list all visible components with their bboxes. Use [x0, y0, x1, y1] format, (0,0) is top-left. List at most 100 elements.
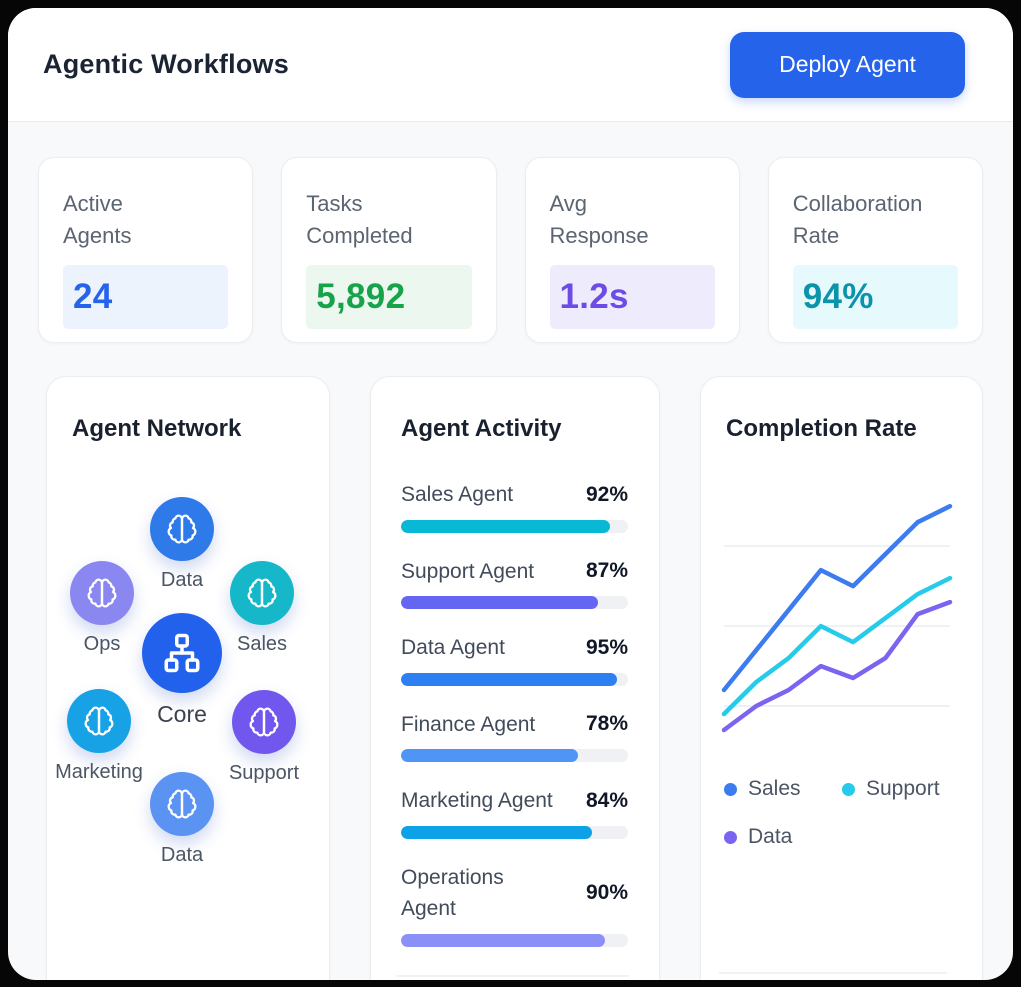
brain-icon — [167, 514, 197, 544]
stat-value: 24 — [73, 276, 113, 316]
stat-card-tasks-completed: Tasks Completed 5,892 — [281, 157, 497, 343]
progress-fill — [401, 519, 610, 533]
progress-fill — [401, 933, 606, 947]
activity-row-marketing-agent: Marketing Agent 84% — [401, 785, 628, 839]
stat-value-highlight: 5,892 — [306, 264, 472, 329]
agent-percentage: 92% — [585, 482, 628, 506]
activity-row-finance-agent: Finance Agent 78% — [401, 709, 628, 762]
agent-name: Sales Agent — [401, 483, 514, 506]
app-window: Agentic Workflows Deploy Agent Active Ag… — [8, 8, 1013, 980]
stat-card-active-agents: Active Agents 24 — [38, 157, 254, 343]
line-series-support — [721, 575, 953, 717]
network-node-support[interactable] — [232, 690, 296, 754]
line-series-sales — [721, 503, 953, 693]
stat-label: Avg Response — [549, 191, 649, 248]
agent-name: Data Agent — [401, 636, 505, 659]
agent-network-panel: Agent Network Data Ops Sales Core Marketing S… — [46, 376, 330, 980]
network-node-label: Ops — [83, 633, 121, 655]
brain-icon — [167, 789, 197, 819]
panel-divider — [396, 975, 629, 977]
brain-icon — [249, 707, 279, 737]
stat-value: 1.2s — [559, 276, 629, 316]
agent-activity-panel: Agent Activity Sales Agent 92% Support Age… — [370, 376, 660, 980]
stats-row: Active Agents 24 Tasks Completed 5,892 Avg R… — [8, 157, 1013, 343]
progress-track — [401, 825, 628, 839]
panel-divider — [719, 972, 947, 974]
activity-row-header: Marketing Agent 84% — [401, 785, 628, 817]
stat-value: 5,892 — [316, 276, 406, 316]
progress-fill — [401, 672, 617, 686]
header: Agentic Workflows Deploy Agent — [8, 8, 1013, 122]
network-node-sales[interactable] — [230, 561, 294, 625]
legend-label: Support — [866, 777, 940, 800]
agent-name: Marketing Agent — [401, 789, 553, 812]
activity-row-data-agent: Data Agent 95% — [401, 632, 628, 686]
stat-value: 94% — [802, 276, 874, 316]
deploy-agent-button[interactable]: Deploy Agent — [730, 31, 965, 98]
brain-icon — [84, 706, 114, 736]
completion-rate-panel: Completion Rate Sales Support Data — [700, 376, 983, 980]
agent-name: Finance Agent — [401, 712, 536, 736]
agent-activity-title: Agent Activity — [401, 415, 562, 442]
agent-name: Operations Agent — [401, 865, 504, 921]
legend-item-data: Data — [724, 825, 842, 849]
activity-row-sales-agent: Sales Agent 92% — [401, 479, 628, 533]
progress-track — [401, 749, 628, 762]
line-chart-svg — [721, 503, 953, 733]
agent-network-diagram: Data Ops Sales Core Marketing Support Data — [47, 377, 329, 980]
network-node-label: Core — [157, 701, 207, 727]
agent-percentage: 84% — [585, 788, 628, 812]
stat-value-highlight: 24 — [63, 264, 229, 329]
agent-activity-list: Sales Agent 92% Support Agent 87% Data Agent… — [401, 479, 628, 947]
stat-label: Active Agents — [63, 191, 132, 248]
sitemap-icon — [164, 633, 200, 673]
activity-row-header: Data Agent 95% — [401, 632, 628, 664]
progress-track — [401, 519, 628, 533]
network-node-label: Sales — [236, 633, 288, 655]
progress-track — [401, 933, 628, 947]
stat-card-collaboration-rate: Collaboration Rate 94% — [767, 157, 983, 343]
brain-icon — [247, 578, 277, 608]
network-node-label: Data — [160, 844, 204, 866]
progress-track — [401, 672, 628, 686]
legend-dot — [724, 782, 737, 796]
progress-track — [401, 596, 628, 609]
progress-fill — [401, 596, 599, 609]
agent-percentage: 87% — [585, 559, 628, 583]
panels-row: Agent Network Data Ops Sales Core Marketing S… — [8, 376, 1013, 980]
agent-network-title: Agent Network — [72, 415, 242, 442]
completion-rate-title: Completion Rate — [726, 415, 917, 442]
network-node-label: Marketing — [55, 761, 143, 783]
network-node-core[interactable] — [142, 613, 222, 693]
agent-percentage: 78% — [585, 712, 628, 736]
line-series-data — [721, 599, 953, 733]
chart-legend: Sales Support Data — [724, 777, 982, 849]
brain-icon — [87, 578, 117, 608]
progress-fill — [401, 825, 592, 839]
progress-fill — [401, 749, 579, 762]
activity-row-header: Finance Agent 78% — [401, 709, 628, 741]
network-node-label: Data — [160, 569, 204, 591]
legend-dot — [842, 782, 855, 796]
completion-line-chart — [721, 479, 982, 739]
legend-dot — [724, 830, 737, 844]
legend-label: Sales — [748, 777, 801, 800]
activity-row-header: Operations Agent 90% — [401, 862, 628, 925]
stat-label: Tasks Completed — [306, 191, 413, 248]
activity-row-operations-agent: Operations Agent 90% — [401, 862, 628, 947]
network-node-label: Support — [228, 762, 300, 784]
network-node-data-top[interactable] — [150, 497, 214, 561]
network-node-ops[interactable] — [70, 561, 134, 625]
activity-row-header: Support Agent 87% — [401, 556, 628, 588]
legend-label: Data — [748, 825, 793, 848]
network-node-data-bottom[interactable] — [150, 772, 214, 836]
agent-percentage: 95% — [585, 635, 628, 659]
stat-value-highlight: 1.2s — [549, 264, 715, 329]
agent-percentage: 90% — [585, 881, 628, 904]
legend-item-sales: Sales — [724, 777, 842, 801]
stat-value-highlight: 94% — [792, 264, 958, 329]
page-title: Agentic Workflows — [43, 49, 289, 79]
stat-label: Collaboration Rate — [792, 191, 923, 248]
network-node-marketing[interactable] — [67, 689, 131, 753]
activity-row-header: Sales Agent 92% — [401, 479, 628, 511]
